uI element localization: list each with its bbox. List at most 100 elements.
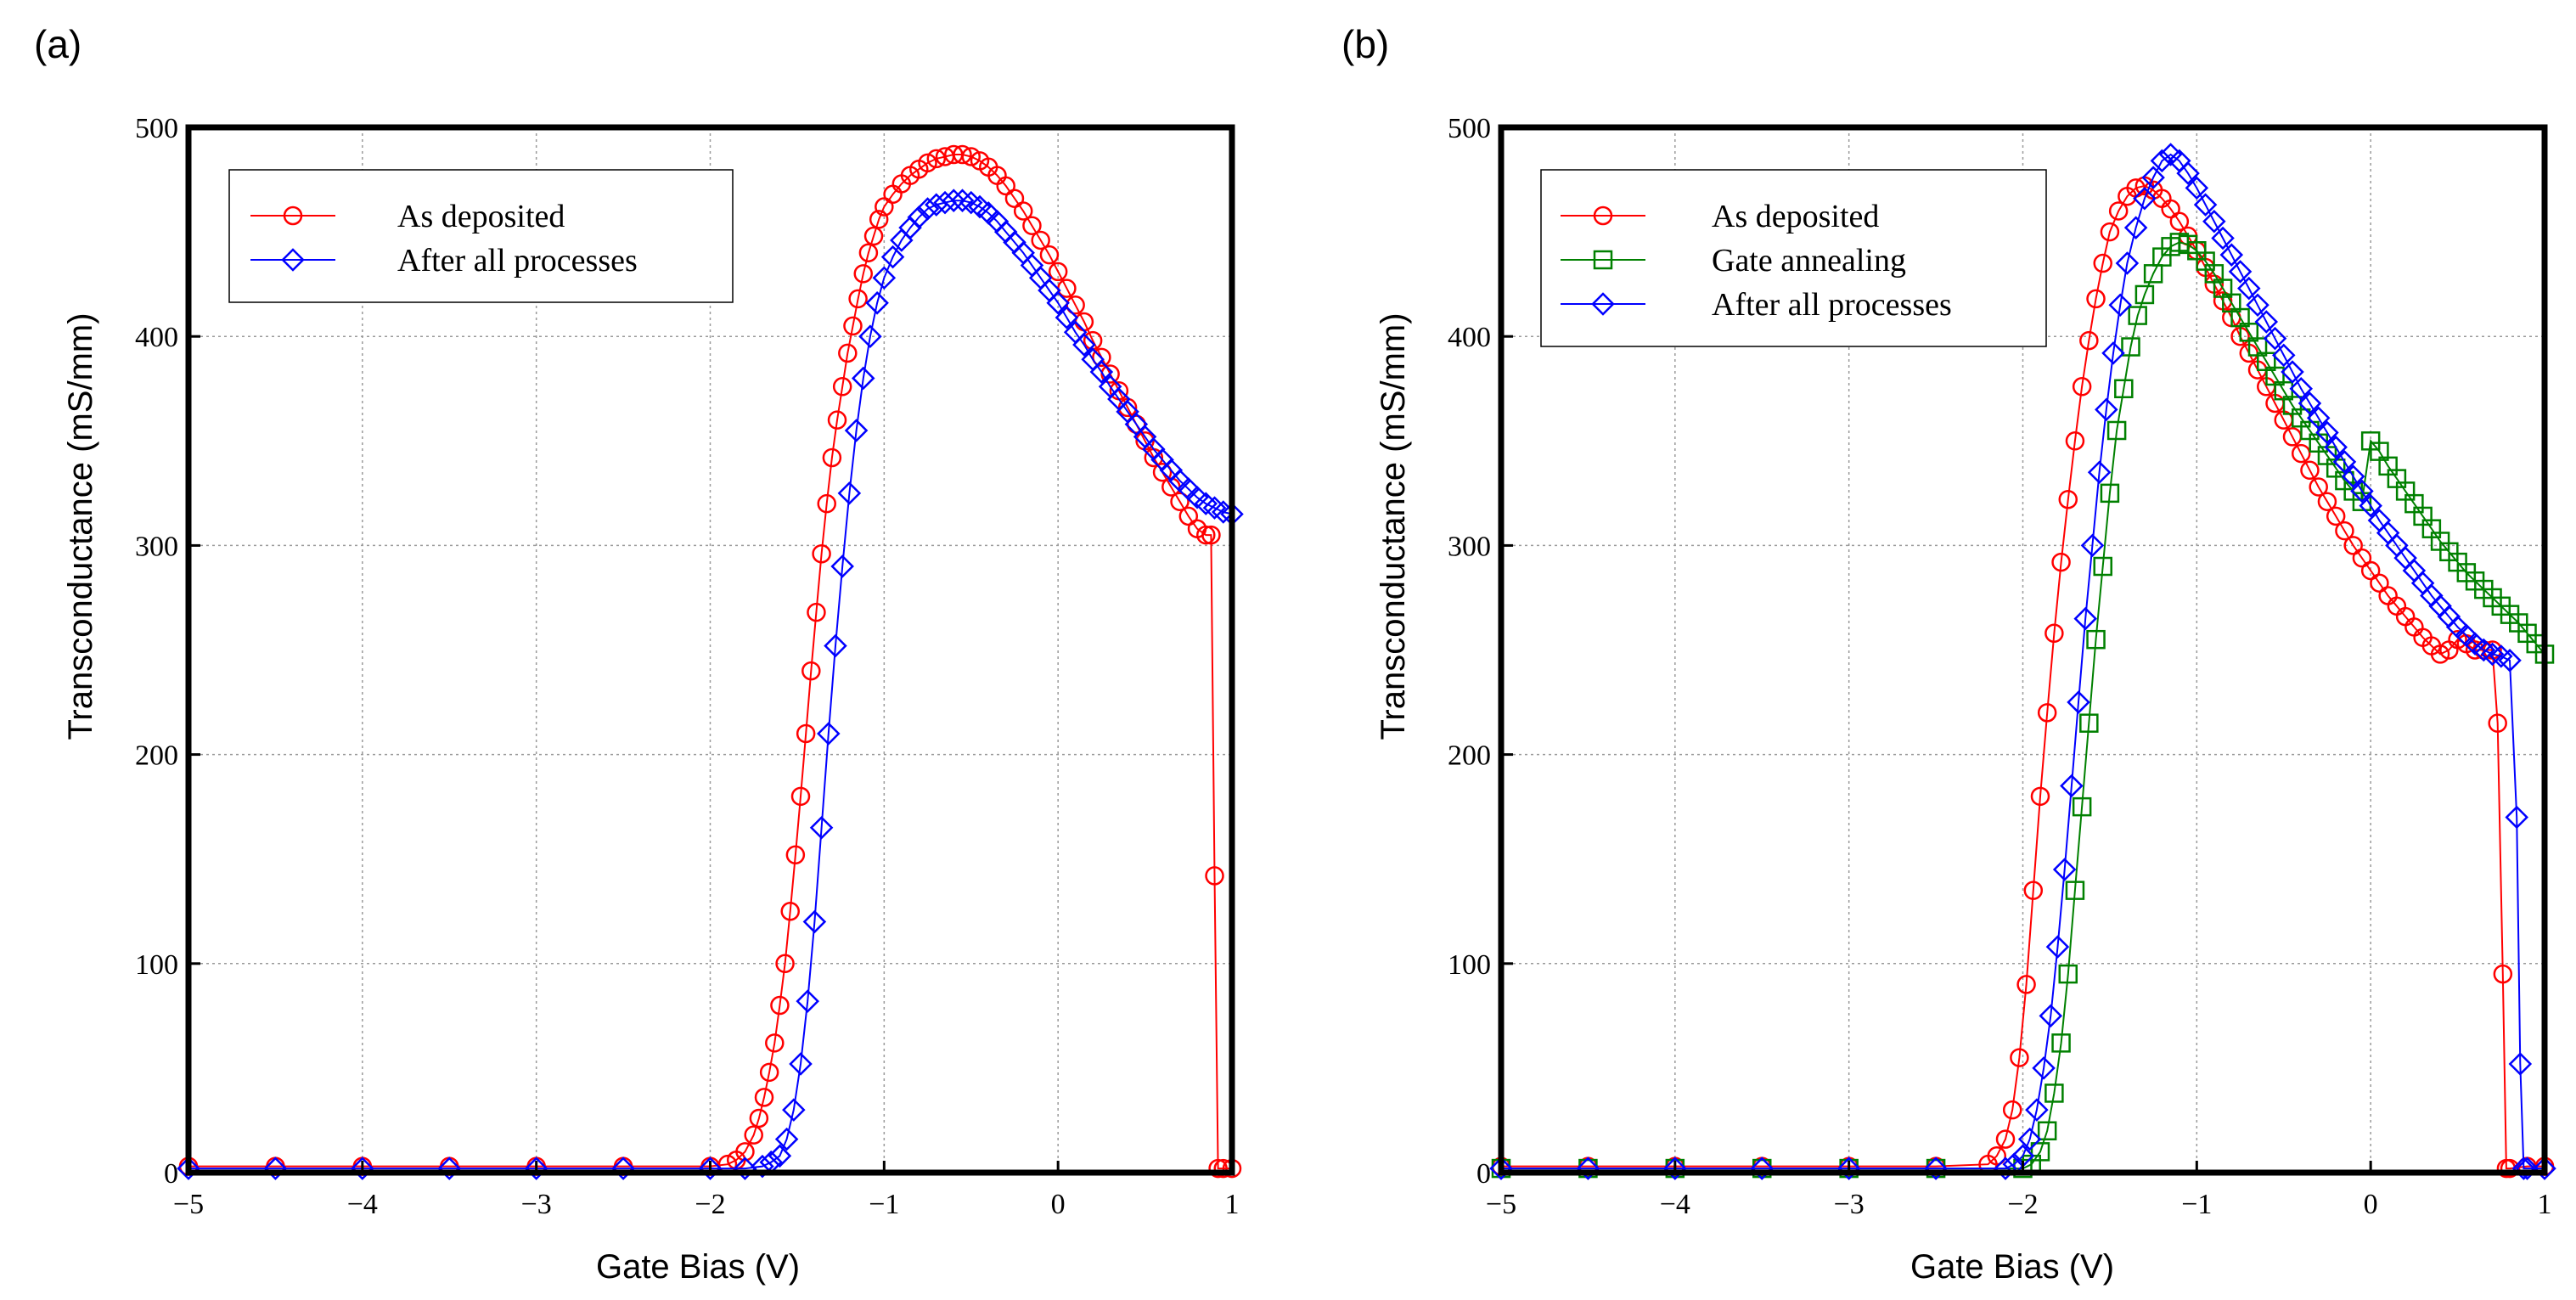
panel-label: (a) xyxy=(34,22,82,66)
data-point-diamond xyxy=(2176,161,2200,185)
data-point-diamond xyxy=(2289,376,2313,401)
data-point-circle xyxy=(832,377,852,397)
data-point-circle xyxy=(1170,492,1190,511)
y-axis-title: Transconductance (mS/mm) xyxy=(62,312,99,740)
data-point-circle xyxy=(1100,364,1120,384)
data-point-diamond xyxy=(1046,291,1070,315)
x-axis-title: Gate Bias (V) xyxy=(596,1248,800,1286)
legend-entry-after-all-processes: After all processes xyxy=(1561,287,1952,323)
diamond-marker-icon xyxy=(1591,292,1615,316)
panel-a: (a) Transconductance (mS/mm) Gate Bias (… xyxy=(34,22,1244,1286)
data-point-diamond xyxy=(2017,1127,2042,1151)
data-point-diamond xyxy=(2332,450,2357,474)
x-axis-title: Gate Bias (V) xyxy=(1910,1248,2114,1286)
data-point-circle xyxy=(2002,1100,2022,1120)
data-point-diamond xyxy=(796,989,819,1013)
data-point-diamond xyxy=(2219,243,2244,267)
y-tick-label: 500 xyxy=(135,113,178,144)
data-point-square xyxy=(2072,796,2092,817)
x-tick-label: −1 xyxy=(2181,1189,2212,1220)
y-tick-label: 100 xyxy=(135,949,178,981)
data-point-circle xyxy=(1987,1146,2007,1166)
x-tick-label: 1 xyxy=(2538,1189,2552,1220)
data-point-circle xyxy=(796,723,816,744)
data-point-circle xyxy=(2352,548,2372,568)
data-point-circle xyxy=(875,197,894,217)
data-point-circle xyxy=(2161,199,2180,219)
data-point-diamond xyxy=(1836,1156,1861,1180)
series-line xyxy=(1501,153,2545,1170)
data-point-circle xyxy=(2430,644,2450,664)
data-point-circle xyxy=(775,954,795,974)
square-marker-icon xyxy=(1593,250,1613,270)
data-point-diamond xyxy=(263,1156,288,1180)
data-point-diamond xyxy=(933,190,957,215)
data-point-circle xyxy=(2448,629,2467,650)
data-point-square xyxy=(2086,629,2106,650)
x-tick-label: −5 xyxy=(1486,1189,1516,1220)
data-point-diamond xyxy=(942,189,966,212)
data-point-circle xyxy=(785,845,806,865)
data-point-diamond xyxy=(2133,186,2157,211)
data-point-diamond xyxy=(2032,1056,2056,1080)
data-point-circle xyxy=(2309,477,2328,497)
series-layer xyxy=(177,144,1244,1180)
data-point-circle xyxy=(770,995,790,1016)
data-point-diamond xyxy=(950,189,975,212)
legend-entry-as-deposited: As deposited xyxy=(1561,199,1879,234)
data-point-diamond xyxy=(2115,251,2140,275)
y-axis-title: Transconductance (mS/mm) xyxy=(1375,312,1412,740)
data-point-square xyxy=(2044,1083,2064,1103)
data-point-diamond xyxy=(858,324,882,348)
data-point-diamond xyxy=(1089,360,1114,384)
data-point-square xyxy=(2037,1121,2057,1141)
data-point-diamond xyxy=(2281,360,2304,384)
data-point-square xyxy=(2352,492,2372,511)
data-point-circle xyxy=(759,1062,779,1083)
y-tick-label: 500 xyxy=(1448,113,1491,144)
x-tick-label: −2 xyxy=(695,1189,725,1220)
data-point-diamond xyxy=(2039,1004,2063,1028)
data-point-diamond xyxy=(2263,326,2287,351)
data-point-circle xyxy=(2326,506,2346,526)
data-point-circle xyxy=(2072,377,2092,397)
circle-marker-icon xyxy=(283,205,303,226)
data-point-diamond xyxy=(351,1156,374,1180)
series-layer xyxy=(1489,143,2556,1180)
data-point-diamond xyxy=(809,816,834,840)
data-point-circle xyxy=(744,1125,763,1145)
data-point-circle xyxy=(1152,462,1173,482)
data-point-diamond xyxy=(2508,1052,2533,1076)
data-point-diamond xyxy=(1924,1156,1948,1180)
data-point-circle xyxy=(863,226,884,246)
data-point-diamond xyxy=(817,722,841,746)
data-point-diamond xyxy=(437,1156,462,1180)
data-point-diamond xyxy=(1750,1156,1775,1180)
y-tick-label: 300 xyxy=(135,531,178,562)
series-line xyxy=(1501,241,2545,1170)
data-point-circle xyxy=(926,149,947,169)
data-point-circle xyxy=(827,410,847,430)
data-point-diamond xyxy=(2060,774,2084,798)
data-point-diamond xyxy=(1994,1156,2017,1180)
data-point-circle xyxy=(843,316,863,336)
data-point-circle xyxy=(812,543,831,564)
data-point-diamond xyxy=(2123,216,2148,239)
data-point-square xyxy=(2121,337,2140,357)
x-tick-label: −4 xyxy=(347,1189,378,1220)
data-point-circle xyxy=(1201,525,1221,545)
data-point-circle xyxy=(801,661,821,681)
x-tick-label: −2 xyxy=(2007,1189,2038,1220)
x-tick-label: 0 xyxy=(2364,1189,2378,1220)
data-point-circle xyxy=(1013,201,1033,221)
data-point-circle xyxy=(1031,230,1050,250)
data-point-diamond xyxy=(2185,176,2209,200)
data-point-square xyxy=(2128,306,2147,325)
data-point-circle xyxy=(807,602,826,622)
data-point-circle xyxy=(1208,1158,1228,1179)
data-point-diamond xyxy=(698,1156,723,1180)
data-point-circle xyxy=(853,264,874,284)
x-tick-label: −4 xyxy=(1660,1189,1690,1220)
data-point-circle xyxy=(2343,536,2363,555)
y-tick-label: 200 xyxy=(1448,740,1491,772)
